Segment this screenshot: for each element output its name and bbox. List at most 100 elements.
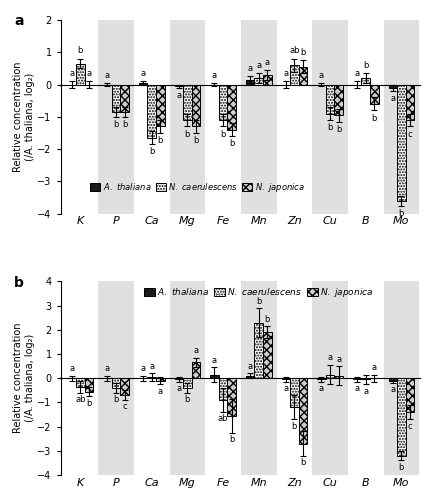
Bar xyxy=(299,378,307,444)
Text: b: b xyxy=(158,136,163,145)
Text: ab: ab xyxy=(218,414,228,424)
Text: b: b xyxy=(300,48,306,57)
Bar xyxy=(98,282,134,475)
Bar xyxy=(312,282,348,475)
Text: a: a xyxy=(372,363,377,372)
Bar xyxy=(362,78,370,84)
Bar xyxy=(241,20,276,214)
Text: b: b xyxy=(122,120,127,129)
Text: a: a xyxy=(69,69,74,78)
Text: a: a xyxy=(319,70,324,80)
Text: a: a xyxy=(105,364,110,374)
Text: c: c xyxy=(408,422,412,431)
Bar xyxy=(388,84,397,88)
Bar xyxy=(246,376,254,378)
Bar xyxy=(170,20,205,214)
Bar xyxy=(112,378,120,388)
Bar xyxy=(326,374,334,378)
Text: b: b xyxy=(265,314,270,324)
Bar xyxy=(85,378,93,392)
Bar xyxy=(397,378,406,456)
Text: a: a xyxy=(363,386,368,396)
Text: ab: ab xyxy=(75,395,85,404)
Text: a: a xyxy=(247,64,253,73)
Text: b: b xyxy=(185,395,190,404)
Bar xyxy=(388,378,397,380)
Text: b: b xyxy=(113,120,119,129)
Bar xyxy=(174,84,183,86)
Text: b: b xyxy=(229,140,234,148)
Text: a: a xyxy=(176,384,181,393)
Text: b: b xyxy=(372,114,377,122)
Bar xyxy=(241,282,276,475)
Bar xyxy=(290,378,299,407)
Text: ab: ab xyxy=(289,46,299,56)
Bar xyxy=(156,84,164,126)
Text: a: a xyxy=(283,384,288,393)
Bar xyxy=(183,378,192,388)
Text: b: b xyxy=(327,124,333,132)
Text: a: a xyxy=(256,61,261,70)
Text: c: c xyxy=(408,130,412,138)
Text: b: b xyxy=(220,130,226,138)
Text: b: b xyxy=(399,463,404,472)
Bar xyxy=(219,84,227,120)
Text: a: a xyxy=(247,362,253,371)
Text: a: a xyxy=(194,346,198,355)
Text: a: a xyxy=(141,364,146,374)
Text: b: b xyxy=(229,435,234,444)
Bar xyxy=(353,378,362,380)
Bar xyxy=(120,378,129,395)
Bar xyxy=(290,65,299,84)
Bar xyxy=(76,64,85,84)
Bar xyxy=(227,84,236,130)
Bar xyxy=(192,362,200,378)
Text: b: b xyxy=(193,136,199,145)
Bar xyxy=(210,374,219,378)
Text: b: b xyxy=(86,399,92,408)
Bar xyxy=(263,332,272,378)
Text: b: b xyxy=(256,296,261,306)
Bar xyxy=(406,84,414,120)
Bar xyxy=(156,378,164,380)
Bar xyxy=(406,378,414,412)
Text: a: a xyxy=(158,386,163,396)
Text: b: b xyxy=(113,395,119,404)
Bar xyxy=(148,84,156,138)
Bar xyxy=(317,378,326,380)
Bar xyxy=(312,20,348,214)
Text: c: c xyxy=(122,402,127,411)
Text: a: a xyxy=(390,94,395,103)
Text: a: a xyxy=(212,70,217,80)
Text: b: b xyxy=(300,458,306,467)
Bar xyxy=(112,84,120,112)
Bar xyxy=(219,378,227,400)
Text: a: a xyxy=(69,364,74,374)
Text: a: a xyxy=(336,354,341,364)
Bar xyxy=(98,20,134,214)
Text: b: b xyxy=(292,422,297,431)
Text: b: b xyxy=(336,125,341,134)
Bar xyxy=(120,84,129,112)
Text: a: a xyxy=(328,354,332,362)
Bar xyxy=(263,75,272,85)
Bar xyxy=(370,84,378,104)
Bar xyxy=(282,378,290,380)
Text: b: b xyxy=(363,61,368,70)
Bar xyxy=(334,84,343,115)
Text: a: a xyxy=(141,69,146,78)
Text: a: a xyxy=(14,14,23,28)
Bar xyxy=(299,67,307,84)
Text: b: b xyxy=(399,209,404,218)
Text: b: b xyxy=(149,148,155,156)
Text: a: a xyxy=(265,58,270,67)
Text: a: a xyxy=(283,69,288,78)
Bar xyxy=(148,377,156,378)
Y-axis label: Relative concentration
(/A. thaliana, log₂): Relative concentration (/A. thaliana, lo… xyxy=(13,62,35,172)
Text: a: a xyxy=(212,356,217,365)
Bar xyxy=(254,322,263,378)
Bar xyxy=(384,20,419,214)
Bar xyxy=(384,282,419,475)
Text: b: b xyxy=(14,276,24,289)
Text: a: a xyxy=(355,384,360,393)
